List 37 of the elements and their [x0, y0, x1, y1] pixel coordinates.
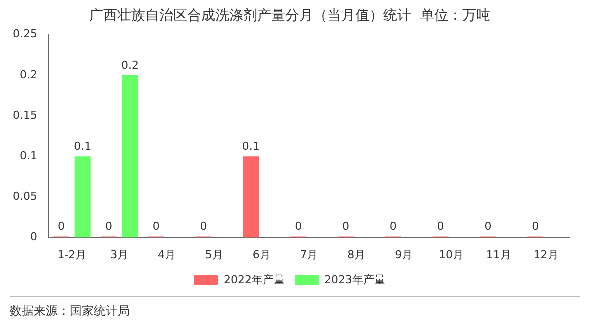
x-tick-label: 12月 — [534, 248, 559, 262]
data-label: 0 — [295, 220, 302, 234]
data-label: 0 — [437, 220, 444, 234]
x-tick-label: 9月 — [395, 248, 414, 262]
y-tick-label: 0.1 — [20, 149, 38, 162]
data-label: 0 — [200, 220, 208, 234]
legend-label: 2023年产量 — [324, 273, 386, 286]
data-label: 0 — [105, 220, 112, 234]
source-note: 数据来源：国家统计局 — [10, 304, 130, 318]
x-tick-label: 8月 — [348, 248, 366, 262]
x-tick-label: 7月 — [300, 248, 318, 262]
bar — [243, 156, 260, 238]
x-tick-label: 11月 — [486, 248, 512, 262]
data-label: 0.2 — [122, 58, 140, 72]
data-label: 0 — [484, 220, 492, 234]
x-tick-label: 3月 — [110, 248, 129, 262]
data-label: 0 — [390, 220, 397, 234]
bar — [122, 75, 138, 238]
x-tick-label: 4月 — [158, 248, 176, 262]
data-label: 0 — [58, 220, 66, 234]
chart-title: 广西壮族自治区合成洗涤剂产量分月（当月值）统计 单位：万吨 — [90, 8, 490, 24]
data-label: 0.1 — [242, 140, 260, 153]
y-tick-label: 0.2 — [20, 68, 38, 82]
data-label: 0.1 — [74, 140, 92, 153]
data-label: 0 — [532, 220, 540, 234]
legend-label: 2022年产量 — [224, 273, 286, 286]
x-tick-label: 10月 — [438, 248, 464, 262]
y-tick-label: 0.25 — [12, 28, 38, 41]
x-tick-label: 1-2月 — [58, 248, 87, 262]
y-tick-label: 0 — [30, 230, 38, 244]
bar — [74, 156, 91, 238]
x-tick-label: 6月 — [252, 248, 271, 262]
y-tick-label: 0.15 — [12, 108, 38, 122]
data-label: 0 — [152, 220, 160, 234]
x-tick-label: 5月 — [205, 248, 224, 262]
y-tick-label: 0.05 — [12, 190, 38, 204]
data-label: 0 — [342, 220, 350, 234]
